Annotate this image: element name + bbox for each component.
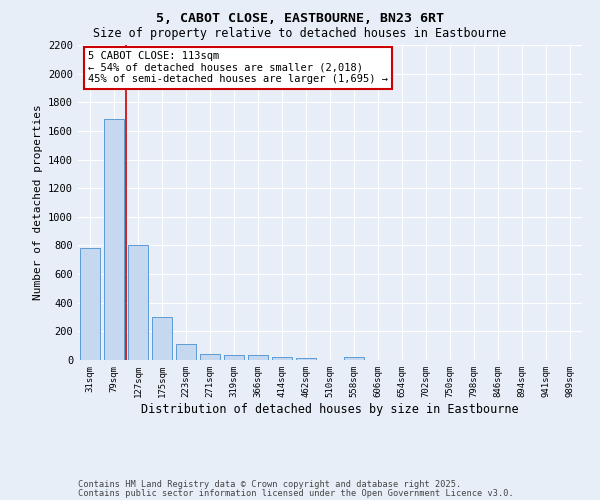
Bar (200, 354, 220, 360)
Bar (176, 344, 196, 360)
Y-axis label: Number of detached properties: Number of detached properties (32, 104, 43, 300)
Text: Contains public sector information licensed under the Open Government Licence v3: Contains public sector information licen… (78, 489, 514, 498)
Bar (248, 355, 268, 360)
Bar (344, 357, 364, 360)
Bar (80, 248, 100, 360)
X-axis label: Distribution of detached houses by size in Eastbourne: Distribution of detached houses by size … (141, 402, 519, 415)
Bar (128, 246, 148, 360)
Bar (104, 120, 124, 360)
Bar (272, 357, 292, 360)
Text: 5 CABOT CLOSE: 113sqm
← 54% of detached houses are smaller (2,018)
45% of semi-d: 5 CABOT CLOSE: 113sqm ← 54% of detached … (88, 52, 388, 84)
Bar (224, 355, 244, 360)
Text: 5, CABOT CLOSE, EASTBOURNE, BN23 6RT: 5, CABOT CLOSE, EASTBOURNE, BN23 6RT (156, 12, 444, 26)
Text: Contains HM Land Registry data © Crown copyright and database right 2025.: Contains HM Land Registry data © Crown c… (78, 480, 461, 489)
Bar (152, 317, 172, 360)
Bar (296, 358, 316, 360)
Text: Size of property relative to detached houses in Eastbourne: Size of property relative to detached ho… (94, 28, 506, 40)
